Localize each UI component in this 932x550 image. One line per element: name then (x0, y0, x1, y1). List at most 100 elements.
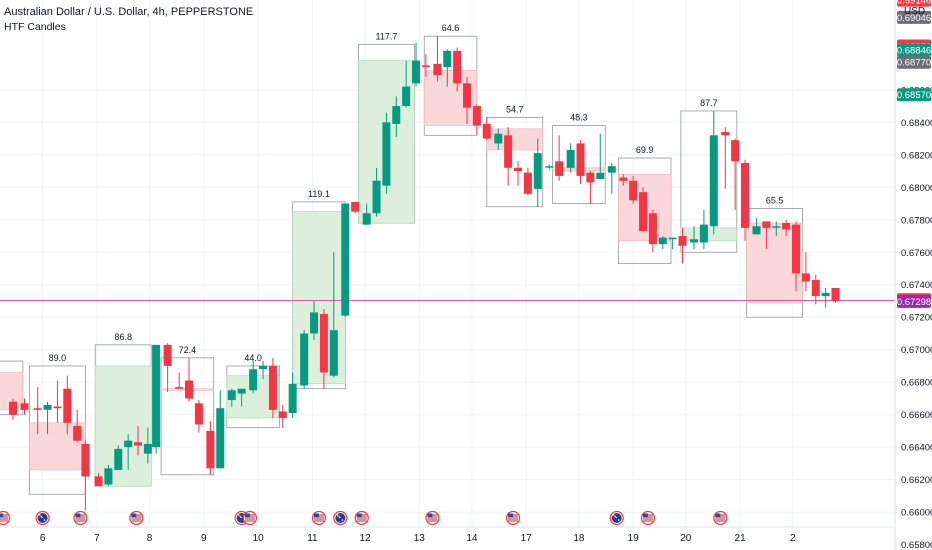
price-badge-text: 0.67298 (897, 297, 931, 308)
htf-body-box (94, 365, 152, 487)
time-tick-label: 11 (307, 533, 318, 544)
candle-body (741, 162, 750, 228)
us-flag-icon (640, 510, 656, 526)
candle-body (619, 177, 628, 181)
us-flag-icon (425, 510, 440, 526)
price-tick-label: 0.67200 (901, 313, 932, 324)
candle-body (533, 153, 542, 189)
candle-body (762, 221, 771, 228)
indicator-label[interactable]: HTF Candles (4, 21, 66, 33)
candle-body (9, 401, 17, 415)
candle-body (648, 213, 657, 245)
flag-stripe (356, 520, 367, 522)
price-tick-label: 0.66800 (901, 378, 932, 389)
candle-body (658, 237, 667, 245)
time-tick-label: 14 (466, 533, 478, 544)
candle-body (382, 122, 391, 186)
candle-body (504, 135, 513, 168)
us-flag-icon (0, 510, 11, 526)
candle-body (545, 166, 554, 168)
currency-label[interactable]: USD (904, 6, 926, 17)
flag-stripe (508, 518, 519, 520)
flag-stripe (131, 520, 142, 522)
flag-stripe (0, 514, 9, 516)
candle-body (216, 408, 225, 469)
time-tick-label: 17 (521, 533, 533, 544)
candle-body (392, 106, 401, 124)
flag-cross (612, 513, 617, 519)
candle-body (629, 180, 638, 201)
candle-body (811, 279, 820, 297)
plot-area: 89.0 86.8 72.4 44.0 119.1 117.7 64.6 54.7 48.3 69… (0, 0, 895, 527)
candle-body (596, 172, 605, 180)
flag-stripe (427, 520, 438, 522)
flag-canton (715, 513, 721, 518)
candle-body (249, 369, 258, 391)
htf-range-label: 65.5 (766, 195, 784, 205)
candle-body (81, 443, 90, 477)
flag-canton (75, 513, 81, 518)
flag-stripe (715, 520, 726, 522)
us-flag-icon (129, 510, 144, 526)
flag-stripe (244, 518, 255, 520)
candle-body (607, 166, 616, 173)
htf-range-label: 89.0 (49, 353, 67, 363)
candle-body (586, 172, 595, 183)
candle-body (73, 426, 82, 441)
price-badge: 0.69146 (897, 0, 931, 7)
price-badge-bg (897, 43, 931, 57)
htf-range-label: 119.1 (308, 189, 330, 199)
htf-body-box (680, 227, 738, 242)
candle-body (362, 213, 371, 225)
candle-body (351, 201, 360, 212)
us-flag-icon (713, 510, 728, 526)
candle-body (433, 63, 442, 76)
candle-body (453, 50, 462, 84)
htf-range-box (160, 357, 215, 476)
flag-stripe (75, 520, 86, 522)
price-badge: 0.68770 (897, 55, 931, 69)
flag-canton (642, 513, 648, 518)
htf-range-label: 54.7 (506, 104, 524, 114)
price-badge-bg (897, 88, 931, 102)
time-tick-label: 18 (573, 533, 585, 544)
candle-body (709, 135, 718, 227)
flag-star (617, 519, 620, 521)
flag-stripe (508, 520, 519, 522)
candle-body (278, 411, 287, 418)
price-badge: 0.68570 (897, 88, 931, 102)
flag-cross (38, 513, 43, 519)
htf-range-label: 44.0 (244, 353, 262, 363)
flag-stripe (313, 518, 324, 520)
candle-body (566, 149, 575, 168)
candle-body (678, 236, 687, 246)
candle-body (443, 50, 452, 68)
candle-body (20, 403, 29, 410)
symbol-title[interactable]: Australian Dollar / U.S. Dollar, 4h, PEP… (4, 6, 254, 18)
us-flag-icon (354, 510, 369, 526)
candle-body (731, 140, 740, 162)
candle-body (402, 86, 411, 107)
candle-body (124, 440, 133, 448)
candle-body (206, 430, 215, 469)
candle-body (412, 60, 421, 84)
flag-stripe (244, 520, 255, 522)
candle-body (639, 192, 648, 232)
candle-body (555, 161, 564, 176)
price-badge-bg (897, 10, 931, 24)
price-tick-label: 0.68000 (901, 183, 932, 194)
flag-stripe (642, 518, 653, 520)
us-flag-icon (311, 510, 327, 526)
candle-body (43, 404, 52, 410)
time-tick-label: 6 (40, 533, 46, 544)
time-tick-label: 8 (147, 533, 153, 544)
htf-range-label: 117.7 (375, 31, 397, 41)
price-badge-text: 0.68770 (897, 58, 931, 69)
price-tick-label: 0.66200 (901, 475, 932, 486)
candle-body (300, 333, 309, 386)
candle-body (114, 448, 123, 470)
htf-range-label: 64.6 (442, 23, 460, 33)
flag-canton (356, 513, 362, 518)
flag-stripe (131, 518, 142, 520)
